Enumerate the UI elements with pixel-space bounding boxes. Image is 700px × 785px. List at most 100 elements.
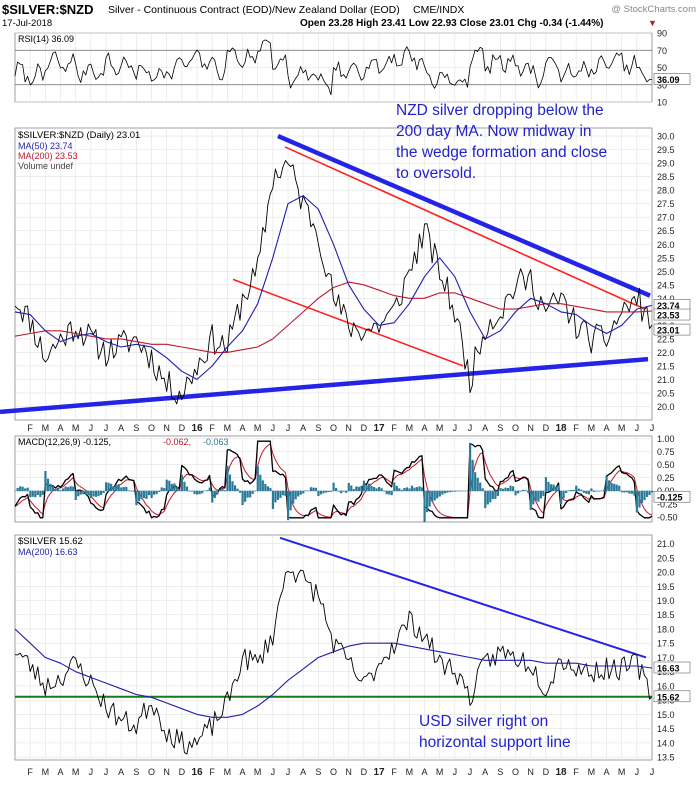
macd-histogram-bar (19, 486, 22, 492)
usd-price-last-value-box (653, 690, 691, 703)
x-tick-label: 18 (555, 767, 567, 778)
macd-histogram-bar (463, 490, 467, 492)
macd-histogram-bar (77, 490, 80, 497)
macd-histogram-bar (279, 490, 282, 498)
macd-histogram-bar (572, 489, 575, 492)
x-tick-label: M (224, 767, 232, 777)
lower-wedge-trendline (0, 356, 649, 415)
macd-histogram-bar (64, 486, 67, 492)
macd-histogram-bar (375, 488, 378, 492)
x-tick-label: J (635, 767, 640, 777)
macd-line (14, 440, 653, 519)
macd-histogram-bar (352, 489, 355, 492)
macd-histogram-bar (456, 490, 459, 492)
macd-histogram-bar (193, 490, 196, 495)
x-tick-label: O (512, 423, 519, 433)
macd-histogram-bar (155, 490, 158, 495)
price-panel-y-tick-label: 24.5 (657, 280, 675, 290)
macd-histogram-bar (153, 490, 156, 495)
macd-histogram-bar (147, 490, 151, 496)
macd-histogram-bar (82, 490, 85, 495)
x-tick-label: J (271, 423, 276, 433)
macd-histogram-bar (388, 490, 391, 495)
price-panel-y-tick-label: 22.0 (657, 348, 675, 358)
macd-histogram-bar (59, 490, 62, 492)
x-tick-label: S (497, 767, 503, 777)
macd-histogram-bar (620, 490, 623, 493)
nzd-annotation: NZD silver dropping below the 200 day MA.… (396, 102, 607, 182)
macd-histogram-bar (600, 490, 603, 492)
x-tick-label: 16 (191, 767, 203, 778)
macd-histogram-bar (226, 465, 229, 492)
macd-histogram-bar (517, 490, 520, 494)
usd-annotation: USD silver right on horizontal support li… (419, 713, 571, 751)
x-tick-label: F (27, 423, 33, 433)
macd-histogram-bar (309, 487, 312, 492)
x-tick-label: J (286, 423, 291, 433)
macd-histogram-bar (504, 487, 507, 492)
macd-histogram-bar (236, 488, 239, 492)
macd-histogram-bar (481, 488, 484, 492)
macd-histogram-bar (94, 490, 98, 497)
macd-panel-y-tick-label: 0.25 (657, 473, 675, 483)
upper-channel-line (284, 146, 646, 310)
price-panel-y-tick-label: 21.0 (657, 375, 675, 385)
macd-histogram-bar (438, 490, 441, 497)
macd-histogram-bar (208, 487, 211, 492)
x-tick-label: J (104, 767, 109, 777)
usd-silver-price-line (14, 569, 653, 755)
rsi-legend: RSI(14) 36.09 (18, 34, 74, 44)
x-tick-label: A (421, 423, 427, 433)
macd-histogram-bar (519, 490, 522, 492)
macd-histogram-bar (557, 484, 560, 492)
x-tick-label: A (118, 767, 124, 777)
macd-histogram-bar (499, 487, 502, 492)
macd-histogram-bar (471, 459, 474, 492)
x-tick-label: S (133, 767, 139, 777)
macd-panel-y-tick-label: 1.00 (657, 434, 675, 444)
x-tick-label: J (468, 423, 473, 433)
macd-histogram-bar (648, 490, 651, 495)
macd-histogram-bar (552, 484, 555, 492)
macd-histogram-bar (618, 485, 621, 492)
macd-histogram-bar (577, 488, 580, 492)
macd-last-value-box (653, 490, 691, 503)
macd-histogram-bar (436, 490, 439, 499)
macd-panel-y-tick-label: -0.25 (657, 499, 678, 509)
nzd-annotation-line: 200 day MA. Now midway in (396, 123, 592, 140)
macd-histogram-bar (249, 490, 252, 498)
x-tick-label: 17 (373, 767, 385, 778)
macd-histogram-bar (420, 487, 424, 492)
macd-histogram-bar (342, 490, 345, 492)
x-tick-label: M (42, 767, 50, 777)
macd-histogram-bar (317, 490, 320, 497)
symbol-description: Silver - Continuous Contract (EOD)/New Z… (108, 4, 400, 16)
price-panel-y-tick-label: 21.5 (657, 361, 675, 371)
x-tick-label: A (239, 423, 245, 433)
macd-histogram-bar (216, 490, 219, 495)
x-tick-label: D (361, 767, 368, 777)
macd-histogram-bar (322, 490, 325, 494)
macd-histogram-bar (610, 482, 613, 492)
x-tick-label: N (163, 423, 170, 433)
macd-histogram-bar (479, 482, 482, 492)
usd-panel-y-tick-label: 17.0 (657, 653, 675, 663)
symbol-title: $SILVER:$NZD (2, 2, 94, 17)
x-tick-label: M (72, 423, 80, 433)
macd-histogram-bar (529, 490, 532, 510)
macd-histogram-bar (562, 490, 565, 499)
macd-histogram-bar (97, 490, 100, 497)
macd-histogram-bar (554, 486, 558, 492)
x-tick-label: M (588, 767, 596, 777)
macd-histogram-bar (403, 488, 406, 492)
usd-panel-y-tick-label: 20.5 (657, 553, 675, 563)
macd-histogram-bar (158, 490, 161, 493)
macd-histogram-bar (451, 490, 454, 492)
usd-panel-y-tick-label: 18.5 (657, 610, 675, 620)
x-tick-label: M (618, 423, 626, 433)
macd-histogram-bar (218, 489, 221, 492)
macd-histogram-bar (160, 487, 163, 492)
macd-histogram-bar (506, 488, 510, 492)
macd-histogram-bar (378, 487, 381, 492)
macd-histogram-bar (198, 490, 201, 495)
